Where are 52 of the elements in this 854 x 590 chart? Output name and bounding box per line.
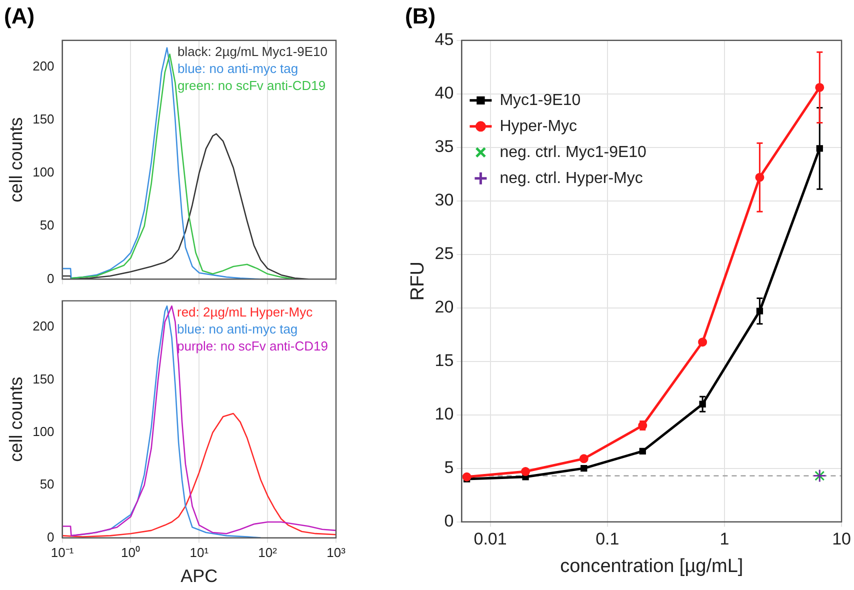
y-tick-label: 200 <box>32 318 54 334</box>
y-axis-title: cell counts <box>6 376 26 462</box>
legend-label: neg. ctrl. Myc1-9E10 <box>500 144 647 161</box>
point <box>521 467 530 476</box>
chart-title: (A) <box>4 3 35 28</box>
chart-title: (B) <box>405 3 436 28</box>
x-tick-label: 1 <box>720 530 730 549</box>
legend-label: neg. ctrl. Hyper-Myc <box>500 170 643 187</box>
y-tick-label: 50 <box>40 218 54 233</box>
x-tick-label: 10 <box>832 530 852 549</box>
y-tick-label: 100 <box>32 424 54 440</box>
x-tick-label: 10³ <box>326 545 346 560</box>
y-tick-label: 25 <box>434 244 454 264</box>
y-tick-label: 0 <box>47 270 54 286</box>
x-axis-title: APC <box>180 566 218 586</box>
x-tick-label: 10⁻¹ <box>50 545 74 560</box>
y-tick-label: 5 <box>444 458 454 477</box>
y-tick-label: 100 <box>32 164 54 180</box>
y-tick-label: 20 <box>434 298 454 317</box>
series-label: purple: no scFv anti-CD19 <box>176 338 328 354</box>
x-tick-label: 10² <box>258 545 278 560</box>
legend-label: Myc1-9E10 <box>500 92 581 109</box>
x-axis-title: concentration [µg/mL] <box>560 556 744 577</box>
legend-label: Hyper-Myc <box>500 118 578 135</box>
text: red: 2µg/mL Hyper-Myc <box>176 304 314 320</box>
text: black: 2µg/mL Myc1-9E10 <box>177 44 328 59</box>
y-tick-label: 10 <box>434 404 454 424</box>
point <box>580 464 588 472</box>
y-tick-label: 150 <box>32 112 54 127</box>
y-axis-title: RFU <box>408 262 429 301</box>
y-tick-label: 50 <box>40 476 54 492</box>
y-tick-label: 0 <box>444 511 454 530</box>
series-label: green: no scFv anti-CD19 <box>177 78 326 93</box>
point <box>698 338 708 347</box>
y-tick-label: 40 <box>434 84 454 103</box>
point <box>639 448 646 455</box>
y-tick-label: 150 <box>32 371 54 386</box>
y-axis-title: cell counts <box>6 117 26 202</box>
series-label: blue: no anti-myc tag <box>176 321 298 336</box>
y-tick-label: 35 <box>434 137 454 156</box>
point <box>579 454 588 464</box>
y-tick-label: 15 <box>434 351 454 370</box>
y-tick-label: 200 <box>32 58 54 74</box>
point <box>462 472 472 482</box>
x-tick-label: 0.1 <box>596 530 620 549</box>
y-tick-label: 0 <box>47 529 54 544</box>
x-tick-label: 0.01 <box>474 530 507 549</box>
x-tick-label: 10⁰ <box>120 545 140 560</box>
x-tick-label: 10¹ <box>190 545 210 560</box>
series-label: blue: no anti-myc tag <box>177 60 298 76</box>
y-tick-label: 45 <box>434 30 454 50</box>
y-tick-label: 30 <box>434 190 454 210</box>
